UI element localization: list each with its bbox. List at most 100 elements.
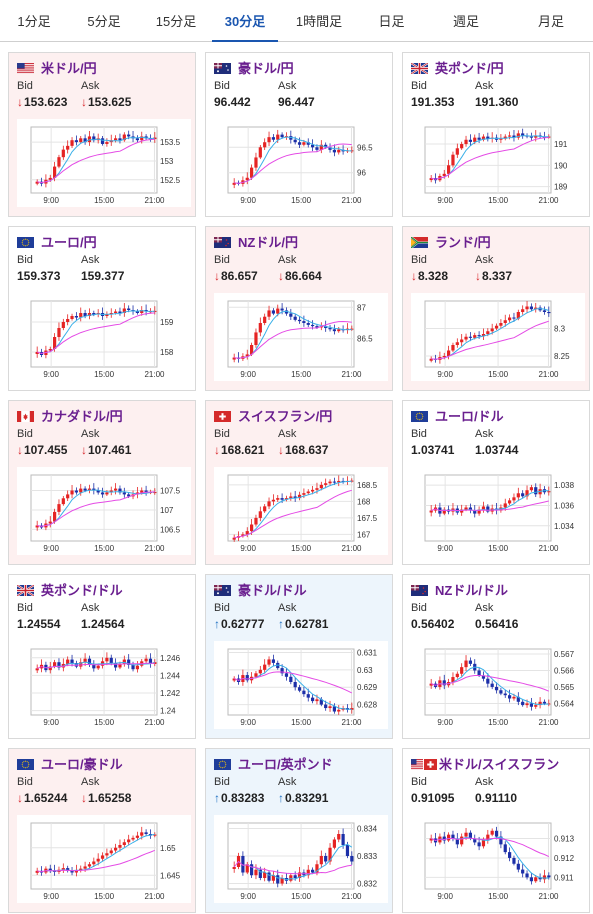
ask-value: 1.03744 [475,443,519,457]
candlestick-chart[interactable]: 8.25 8.3 9:00 15:00 21:00 [411,293,585,381]
candle-body [232,182,236,185]
currency-pair-name[interactable]: ユーロ/豪ドル [41,757,123,772]
currency-pair-name[interactable]: ユーロ/ドル [435,409,504,424]
currency-pair-name[interactable]: ユーロ/円 [41,235,97,250]
rate-card[interactable]: カナダドル/円 Bid Ask ↓107.455 ↓107.461 106.5 107 107… [8,400,196,565]
ask-price: 191.360 [475,95,518,109]
candle-body [311,697,315,702]
rate-card[interactable]: ユーロ/英ポンド Bid Ask ↑0.83283 ↑0.83291 0.832 0.833… [205,748,393,913]
y-tick-label: 96 [357,169,366,178]
chart-svg: 0.628 0.629 0.63 0.631 9:00 15:00 21:00 [227,648,378,727]
tab-7[interactable]: 月足 [537,14,564,29]
candlestick-chart[interactable]: 86.5 87 9:00 15:00 21:00 [214,293,388,381]
candlestick-chart[interactable]: 158 159 9:00 15:00 21:00 [17,293,191,381]
x-tick-label: 15:00 [94,718,115,727]
candle-body [311,489,315,492]
bid-label: Bid [214,80,230,92]
y-tick-label: 167.5 [357,514,378,523]
candle-body [280,308,284,311]
currency-pair-name[interactable]: NZドル/円 [238,235,298,250]
tab-2[interactable]: 15分足 [155,14,197,29]
bid-price: 159.373 [17,269,60,283]
tab-3[interactable]: 30分足 [212,0,278,42]
candle-body [460,509,464,513]
candle-body [306,491,310,494]
candlestick-chart[interactable]: 0.564 0.565 0.566 0.567 9:00 15:00 21:00 [411,641,585,729]
candle-body [529,136,533,138]
ma-long-line [37,138,155,184]
tab-0[interactable]: 1分足 [17,14,51,29]
candle-body [468,660,472,664]
currency-pair-name[interactable]: 英ポンド/ドル [41,583,123,598]
ma-short-line [45,833,155,872]
rate-card[interactable]: 豪ドル/円 Bid Ask 96.442 96.447 96 96.5 9:00 15:00 21… [205,52,393,217]
rate-card[interactable]: ユーロ/ドル Bid Ask 1.03741 1.03744 1.034 1.036 1.03… [402,400,590,565]
candle-body [332,329,336,332]
rate-card[interactable]: NZドル/円 Bid Ask ↓86.657 ↓86.664 86.5 87 9:00 15:0… [205,226,393,391]
candlestick-chart[interactable]: 1.24 1.242 1.244 1.246 9:00 15:00 21:00 [17,641,191,729]
ask-label: Ask [81,776,100,788]
rate-card[interactable]: 英ポンド/ドル Bid Ask 1.24554 1.24564 1.24 1.242 1.24… [8,574,196,739]
candlestick-chart[interactable]: 1.034 1.036 1.038 9:00 15:00 21:00 [411,467,585,555]
candlestick-chart[interactable]: 0.832 0.833 0.834 9:00 15:00 21:00 [214,815,388,903]
candle-body [350,150,354,152]
tab-4[interactable]: 1時間足 [295,14,343,29]
currency-pair-name[interactable]: ランド/円 [435,235,491,250]
currency-pair-name[interactable]: 米ドル/円 [41,61,97,76]
tab-5[interactable]: 日足 [378,14,405,29]
x-tick-label: 21:00 [341,196,362,205]
rate-card[interactable]: NZドル/ドル Bid Ask 0.56402 0.56416 0.564 0.565 0.5… [402,574,590,739]
ma-long-line [431,137,549,180]
candle-body [534,705,538,707]
rate-card[interactable]: ユーロ/豪ドル Bid Ask ↓1.65244 ↓1.65258 1.645 1.65 9:… [8,748,196,913]
ask-label: Ask [475,776,494,788]
candlestick-chart[interactable]: 167 167.5 168 168.5 9:00 15:00 21:00 [214,467,388,555]
currency-pair-name[interactable]: 豪ドル/ドル [238,583,307,598]
candlestick-chart[interactable]: 96 96.5 9:00 15:00 21:00 [214,119,388,207]
rate-card[interactable]: 米ドル/スイスフラン Bid Ask 0.91095 0.91110 0.911 0.912… [402,748,590,913]
candle-body [135,835,139,838]
currency-pair-name[interactable]: 米ドル/スイスフラン [439,757,560,772]
rate-card[interactable]: 英ポンド/円 Bid Ask 191.353 191.360 189 190 191 9:00 1… [402,52,590,217]
candle-body [114,138,118,141]
candlestick-chart[interactable]: 0.911 0.912 0.913 9:00 15:00 21:00 [411,815,585,903]
rate-card[interactable]: ランド/円 Bid Ask ↓8.328 ↓8.337 8.25 8.3 9:00 15:00 2… [402,226,590,391]
y-tick-label: 0.63 [357,666,373,675]
x-tick-label: 15:00 [94,370,115,379]
rate-card[interactable]: 豪ドル/ドル Bid Ask ↑0.62777 ↑0.62781 0.628 0.629 0.… [205,574,393,739]
currency-pair-name[interactable]: ユーロ/英ポンド [238,757,333,772]
down-arrow-icon: ↓ [81,95,87,109]
candlestick-chart[interactable]: 152.5 153 153.5 9:00 15:00 21:00 [17,119,191,207]
chart-svg: 0.832 0.833 0.834 9:00 15:00 21:00 [227,822,378,901]
candle-body [451,677,455,682]
ask-value: 159.377 [81,269,125,283]
tab-6[interactable]: 週足 [452,14,479,29]
candle-body [35,668,39,671]
rate-card[interactable]: 米ドル/円 Bid Ask ↓153.623 ↓153.625 152.5 153 153.5… [8,52,196,217]
candle-body [311,144,315,148]
candle-body [127,308,131,310]
candle-body [276,875,280,884]
tab-1[interactable]: 5分足 [87,14,121,29]
candle-body [83,866,87,869]
currency-pair-name[interactable]: 豪ドル/円 [238,61,294,76]
candle-body [79,868,83,871]
candlestick-chart[interactable]: 106.5 107 107.5 9:00 15:00 21:00 [17,467,191,555]
candle-body [135,665,139,670]
candle-body [442,680,446,686]
candlestick-chart[interactable]: 189 190 191 9:00 15:00 21:00 [411,119,585,207]
rate-card[interactable]: スイスフラン/円 Bid Ask ↓168.621 ↓168.637 167 167.5 16… [205,400,393,565]
y-tick-label: 1.645 [160,871,181,880]
candlestick-chart[interactable]: 1.645 1.65 9:00 15:00 21:00 [17,815,191,903]
y-tick-label: 191 [554,140,568,149]
currency-pair-name[interactable]: NZドル/ドル [435,583,508,598]
y-tick-label: 0.833 [357,852,378,861]
currency-pair-name[interactable]: カナダドル/円 [41,409,123,424]
currency-pair-name[interactable]: 英ポンド/円 [435,61,504,76]
candle-body [92,136,96,141]
au-flag-icon [214,61,231,74]
currency-pair-name[interactable]: スイスフラン/円 [238,409,333,424]
candle-body [512,317,516,319]
candlestick-chart[interactable]: 0.628 0.629 0.63 0.631 9:00 15:00 21:00 [214,641,388,729]
rate-card[interactable]: ユーロ/円 Bid Ask 159.373 159.377 158 159 9:00 15:00… [8,226,196,391]
